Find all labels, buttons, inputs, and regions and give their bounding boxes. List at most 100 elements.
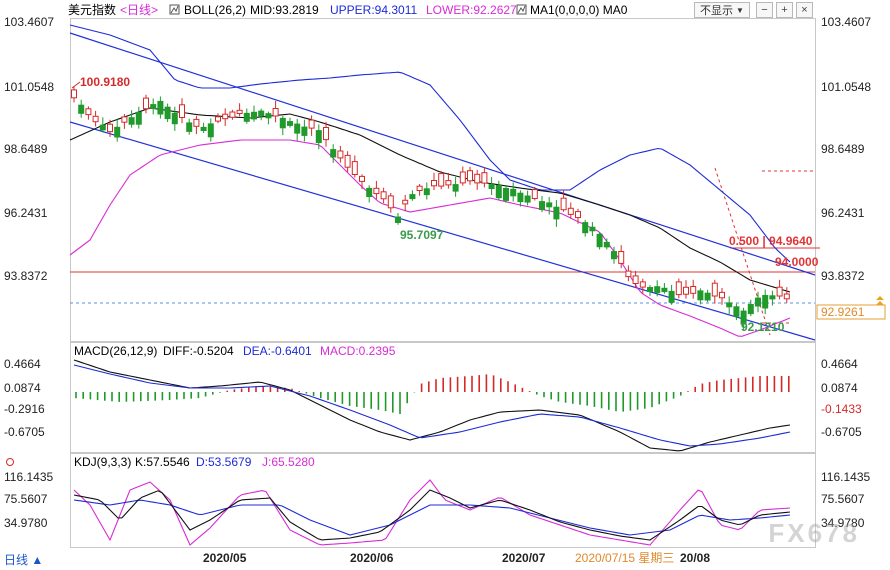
fib-diagonal (714, 167, 771, 336)
candle-body (200, 126, 207, 132)
candle-body (71, 89, 77, 99)
boll-upper-value: UPPER:94.3011 (330, 3, 417, 17)
candle-body (359, 175, 365, 182)
candle-body (539, 201, 545, 211)
macd-tick: -0.2916 (4, 402, 45, 416)
candle-body (467, 170, 473, 182)
candle-body (474, 173, 481, 184)
kdj-tick: 116.1435 (4, 470, 53, 484)
candle-body (215, 116, 221, 122)
candle-body (229, 111, 236, 118)
macd-tick: -0.6705 (4, 425, 45, 439)
boll-mid-value: MID:93.2819 (250, 3, 319, 17)
candle-body (611, 251, 617, 260)
candle-body (495, 185, 502, 199)
candle-body (546, 202, 553, 208)
candle-body (287, 121, 293, 126)
candle-body (193, 118, 200, 127)
candle-body (99, 124, 106, 131)
zoom-out-button[interactable]: − (756, 2, 773, 18)
symbol-label: 美元指数 (68, 2, 116, 17)
candle-body (186, 122, 193, 132)
macd-dea-line (73, 364, 791, 447)
boll-params: BOLL(26,2) (184, 3, 246, 17)
header-row: 美元指数 <日线> BOLL(26,2) MID:93.2819 UPPER:9… (68, 2, 628, 17)
candle-body (337, 150, 344, 159)
candle-body (395, 216, 401, 223)
candle-body (596, 233, 603, 248)
candle-body (164, 106, 171, 120)
macd-pane-border (70, 342, 816, 453)
candle-body (258, 110, 265, 117)
candle-body (769, 295, 776, 300)
candle-body (711, 282, 718, 297)
candle-body (560, 197, 567, 211)
candle-body (719, 291, 725, 299)
price-tick: 98.6489 (821, 142, 865, 156)
price-tick: 98.6489 (4, 142, 48, 156)
candle-body (272, 108, 279, 117)
candle-body (431, 180, 437, 187)
boll-lower-band (69, 139, 791, 337)
kdj-tick: 116.1435 (821, 470, 870, 484)
kdj-tick: 75.5607 (821, 492, 865, 506)
candle-body (236, 109, 243, 115)
macd-tick: -0.1433 (821, 402, 862, 416)
candle-body (78, 104, 85, 114)
display-toggle-dropdown[interactable]: 不显示 ▼ (694, 2, 750, 18)
time-label: 2020/06 (350, 551, 394, 565)
candle-body (243, 112, 250, 122)
candle-body (639, 281, 646, 288)
price-axis-left: 103.4607 101.0548 98.6489 96.2431 93.837… (4, 15, 54, 283)
last-price-marker-icon (876, 296, 884, 305)
candle-body (517, 192, 524, 203)
price-tick: 96.2431 (4, 206, 48, 220)
kdj-j-value: J:65.5280 (262, 455, 315, 469)
price-pane-border (70, 18, 816, 342)
price-tick: 101.0548 (821, 80, 871, 94)
target-annotation: 94.0000 (775, 255, 819, 269)
candle-body (452, 184, 459, 192)
minus-icon: − (761, 4, 768, 16)
candle-body (135, 111, 142, 125)
chevron-down-icon: ▼ (736, 5, 744, 15)
kdj-tick: 34.9780 (821, 516, 865, 530)
boll-mid-band (69, 107, 791, 293)
candle-body (301, 126, 308, 136)
low2-annotation: 92.1210 (741, 320, 785, 334)
ma-params: MA1(0,0,0,0) MA0 (530, 3, 628, 17)
candle-body (503, 188, 509, 201)
candle-body (323, 127, 329, 141)
candle-body (625, 270, 632, 278)
candle-body (265, 113, 272, 119)
zoom-in-button[interactable]: + (776, 2, 793, 18)
candle-body (762, 295, 769, 309)
candle-body (171, 112, 178, 125)
candle-body (251, 111, 257, 120)
kdj-tick: 34.9780 (4, 516, 48, 530)
candle-body (755, 297, 761, 307)
candle-body (315, 130, 322, 144)
candle-body (683, 286, 689, 295)
close-button[interactable]: × (796, 2, 813, 18)
candle-body (589, 226, 596, 232)
candle-body (92, 115, 99, 123)
boll-lower-value: LOWER:92.2627 (426, 3, 517, 17)
macd-title: MACD(26,12,9) (74, 344, 157, 358)
last-price-box (816, 304, 886, 320)
watermark-logo: FX678 (768, 518, 860, 548)
candle-body (157, 100, 164, 115)
macd-tick: 0.0874 (4, 381, 41, 395)
kdj-pane: KDJ(9,3,3) K:57.5546 D:53.5679 J:65.5280… (4, 455, 870, 546)
low-annotation: 95.7097 (400, 228, 444, 242)
kdj-pane-border (70, 453, 816, 548)
candle-body (654, 286, 661, 294)
macd-dea-value: DEA:-0.6401 (243, 344, 312, 358)
kdj-d-line (73, 499, 791, 536)
candle-body (582, 222, 589, 234)
timeframe-label: <日线> (120, 3, 158, 17)
candle-body (690, 286, 697, 294)
high-annotation-pointer (71, 81, 81, 89)
last-price-label: 92.9261 (821, 305, 865, 319)
timeframe-button[interactable]: 日线 ▲ (4, 552, 44, 567)
